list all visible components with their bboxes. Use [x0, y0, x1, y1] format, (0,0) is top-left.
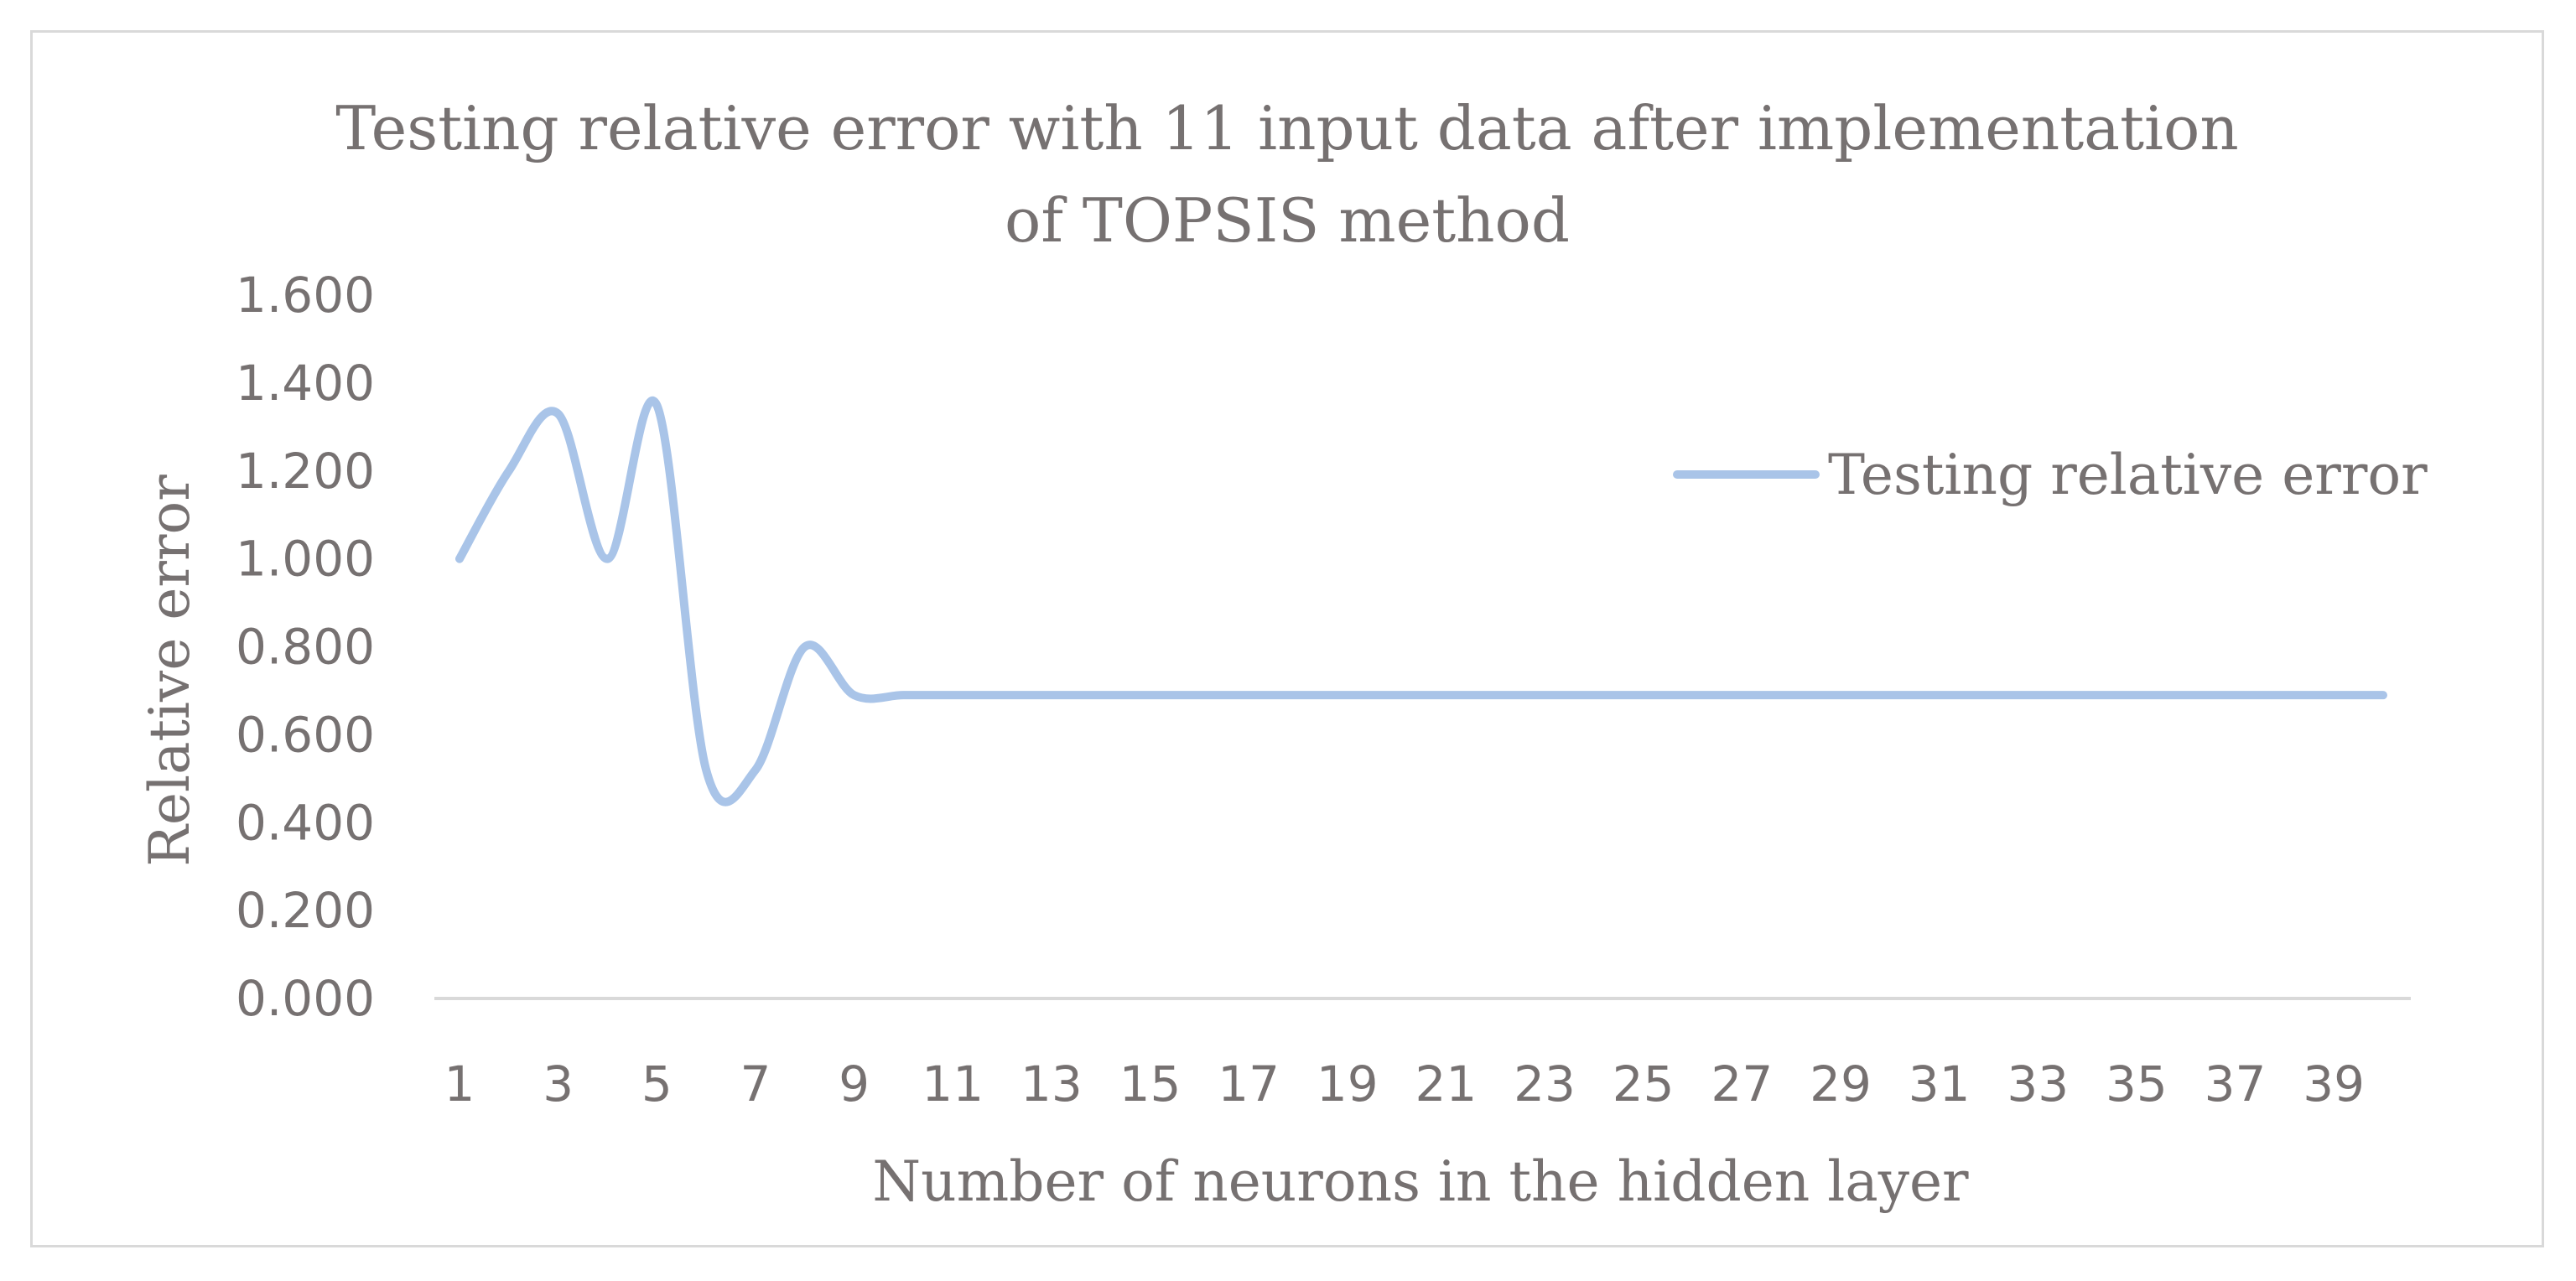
y-tick-label: 1.400 — [236, 355, 375, 412]
x-tick-label: 3 — [543, 1055, 574, 1112]
x-tick-label: 17 — [1218, 1055, 1280, 1112]
x-tick-label: 15 — [1119, 1055, 1182, 1112]
x-tick-label: 11 — [922, 1055, 984, 1112]
y-axis-ticks: 0.000 0.200 0.400 0.600 0.800 1.000 1.200 1.400… — [236, 267, 375, 1027]
x-tick-label: 9 — [839, 1055, 870, 1112]
x-tick-label: 39 — [2303, 1055, 2365, 1112]
x-tick-label: 31 — [1909, 1055, 1971, 1112]
y-axis-title: Relative error — [138, 475, 202, 867]
x-tick-label: 25 — [1613, 1055, 1675, 1112]
y-tick-label: 0.600 — [236, 706, 375, 763]
chart-title-line-2: of TOPSIS method — [1005, 185, 1570, 256]
x-tick-label: 37 — [2205, 1055, 2267, 1112]
x-tick-label: 19 — [1317, 1055, 1379, 1112]
y-tick-label: 0.400 — [236, 794, 375, 851]
y-tick-label: 0.000 — [236, 970, 375, 1027]
y-tick-label: 0.200 — [236, 882, 375, 939]
y-tick-label: 0.800 — [236, 619, 375, 676]
x-tick-label: 13 — [1021, 1055, 1083, 1112]
chart-frame — [30, 30, 2544, 1247]
x-tick-label: 35 — [2106, 1055, 2168, 1112]
legend: Testing relative error — [1673, 443, 2428, 507]
y-tick-label: 1.200 — [236, 443, 375, 500]
x-tick-label: 1 — [444, 1055, 475, 1112]
series-layer — [455, 397, 2387, 806]
x-tick-label: 33 — [2007, 1055, 2069, 1112]
x-tick-label: 5 — [641, 1055, 673, 1112]
x-axis-ticks: 1 3 5 7 9 11 13 15 17 19 21 23 25 27 29 31 33 35 37 39 — [444, 1055, 2366, 1112]
x-tick-label: 21 — [1415, 1055, 1478, 1112]
x-tick-label: 27 — [1711, 1055, 1773, 1112]
x-tick-label: 7 — [740, 1055, 771, 1112]
x-tick-label: 23 — [1514, 1055, 1576, 1112]
chart-title-line-1: Testing relative error with 11 input dat… — [335, 93, 2239, 163]
y-tick-label: 1.600 — [236, 267, 375, 324]
legend-label: Testing relative error — [1828, 443, 2428, 507]
x-tick-label: 29 — [1810, 1055, 1872, 1112]
y-tick-label: 1.000 — [236, 531, 375, 588]
x-axis-title: Number of neurons in the hidden layer — [872, 1149, 1969, 1214]
